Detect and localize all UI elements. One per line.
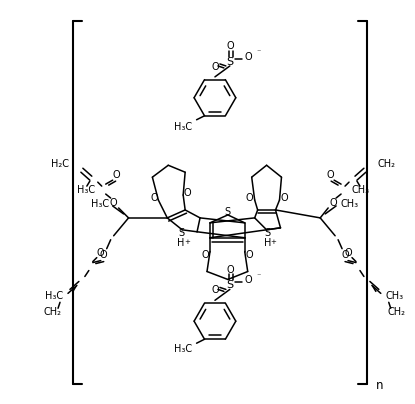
Text: O: O: [113, 170, 120, 180]
Text: O: O: [183, 188, 191, 198]
Text: n: n: [376, 379, 383, 392]
Text: O: O: [245, 52, 252, 62]
Text: CH₃: CH₃: [352, 185, 370, 195]
Text: O: O: [281, 193, 288, 203]
Text: S: S: [264, 228, 271, 238]
Text: +: +: [271, 239, 276, 245]
Text: ⁻: ⁻: [256, 48, 261, 57]
Text: O: O: [246, 193, 254, 203]
Text: H₃C: H₃C: [173, 344, 192, 354]
Text: O: O: [201, 250, 209, 260]
Text: H₃C: H₃C: [90, 199, 109, 209]
Text: +: +: [184, 239, 190, 245]
Text: O: O: [344, 248, 352, 258]
Text: CH₂: CH₂: [378, 159, 396, 169]
Text: H₂C: H₂C: [51, 159, 69, 169]
Text: H: H: [264, 238, 271, 248]
Text: O: O: [100, 250, 107, 260]
Text: O: O: [211, 285, 219, 295]
Text: O: O: [110, 198, 117, 208]
Text: O: O: [211, 62, 219, 72]
Text: CH₂: CH₂: [43, 307, 61, 317]
Text: O: O: [326, 170, 334, 180]
Text: H₃C: H₃C: [77, 185, 95, 195]
Text: ⁻: ⁻: [256, 271, 261, 280]
Text: O: O: [151, 193, 158, 203]
Text: S: S: [226, 280, 233, 290]
Text: O: O: [97, 248, 105, 258]
Text: S: S: [225, 207, 231, 217]
Text: O: O: [226, 41, 234, 51]
Text: S: S: [178, 228, 184, 238]
Text: CH₂: CH₂: [388, 307, 406, 317]
Text: O: O: [226, 265, 234, 275]
Text: H₃C: H₃C: [45, 291, 63, 301]
Text: H: H: [178, 238, 185, 248]
Text: O: O: [341, 250, 349, 260]
Text: H₃C: H₃C: [173, 122, 192, 132]
Text: CH₃: CH₃: [340, 199, 358, 209]
Text: CH₃: CH₃: [386, 291, 404, 301]
Text: O: O: [245, 276, 252, 286]
Text: S: S: [226, 57, 233, 67]
Text: O: O: [246, 250, 254, 260]
Text: O: O: [330, 198, 337, 208]
